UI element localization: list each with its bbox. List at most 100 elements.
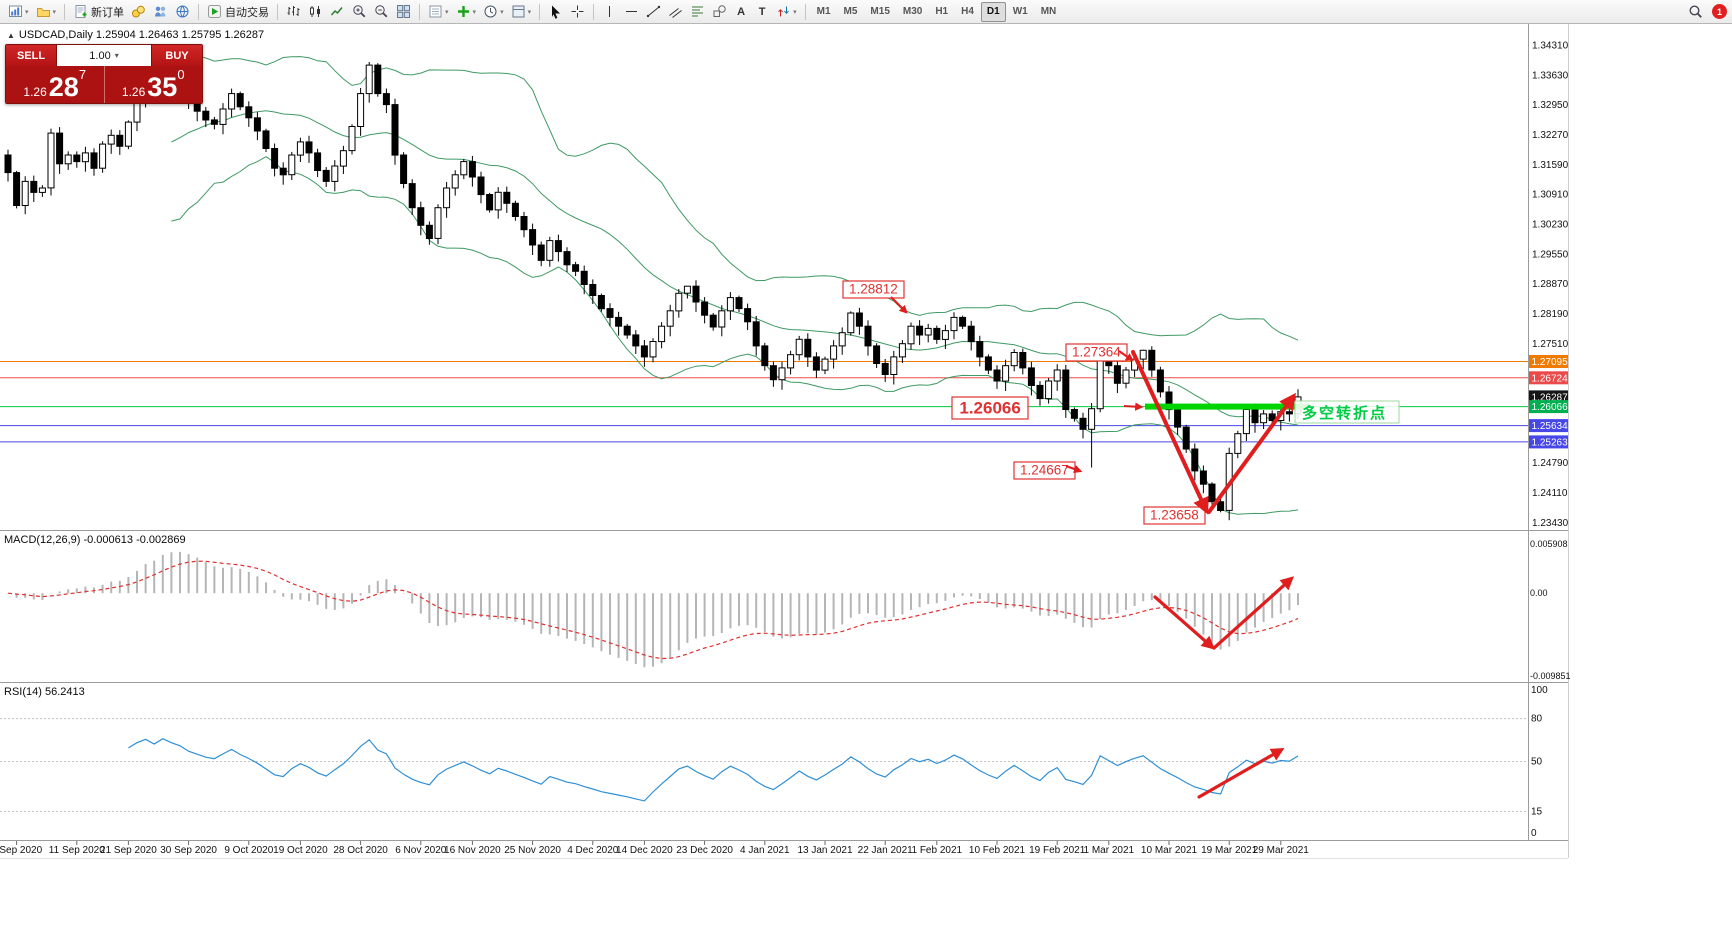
candles <box>4 61 1302 521</box>
svg-text:多空转折点: 多空转折点 <box>1302 404 1387 422</box>
candlestick-icon[interactable] <box>305 2 326 22</box>
collapse-arrow-icon[interactable]: ▲ <box>7 31 15 40</box>
ohlc-text: USDCAD,Daily 1.25904 1.26463 1.25795 1.2… <box>18 29 265 41</box>
date-label: 23 Dec 2020 <box>676 845 733 856</box>
buy-price[interactable]: 1.26 35 0 <box>105 66 203 103</box>
timeframe-m30[interactable]: M30 <box>902 6 923 17</box>
svg-text:1.25634: 1.25634 <box>1532 421 1569 432</box>
sell-price-sup: 7 <box>78 67 87 82</box>
trend-arrow[interactable] <box>1212 576 1295 650</box>
zoom-out-icon[interactable] <box>371 2 392 22</box>
svg-text:1.24790: 1.24790 <box>1532 458 1569 469</box>
svg-text:1.28190: 1.28190 <box>1532 309 1569 320</box>
shapes-icon[interactable] <box>709 2 730 22</box>
svg-text:1.29550: 1.29550 <box>1532 249 1569 260</box>
price-flags: 1.28812 1.27364 1.26066 1.24667 1.23658 <box>842 280 1206 525</box>
sell-price[interactable]: 1.26 28 7 <box>6 66 104 103</box>
templates-icon[interactable]: ▾ <box>508 2 535 22</box>
indicators-icon[interactable]: ▾ <box>453 2 480 22</box>
horizontal-line-icon[interactable] <box>621 2 642 22</box>
price-tag <box>1529 355 1568 368</box>
arrows-objects-icon[interactable]: ▾ <box>773 2 800 22</box>
web-terminal-icon[interactable] <box>172 2 193 22</box>
price-flag[interactable]: 1.28812 <box>842 280 908 314</box>
vertical-line-icon[interactable] <box>599 2 620 22</box>
svg-text:1.32950: 1.32950 <box>1532 100 1569 111</box>
objects-list-icon[interactable]: ▾ <box>425 2 452 22</box>
date-label: 14 Dec 2020 <box>616 845 673 856</box>
timeframe-h4[interactable]: H4 <box>961 6 974 17</box>
algo-trading-button[interactable]: 自动交易 <box>204 2 272 22</box>
label-icon[interactable]: T <box>758 5 766 18</box>
period-clock-icon[interactable]: ▾ <box>480 2 507 22</box>
notifications-badge[interactable]: 1 <box>1712 4 1727 19</box>
timeframe-h1[interactable]: H1 <box>935 6 949 17</box>
timeframe-m5[interactable]: M5 <box>843 6 858 17</box>
svg-text:-0.009851: -0.009851 <box>1530 671 1571 681</box>
rsi-line <box>128 738 1299 802</box>
date-label: 19 Oct 2020 <box>273 845 328 856</box>
price-flag[interactable]: 1.26066 <box>951 396 1144 420</box>
svg-text:1.26287: 1.26287 <box>1532 392 1569 403</box>
timeframe-m15[interactable]: M15 <box>870 6 890 17</box>
bollinger-upper <box>171 55 1299 341</box>
volume-dropdown-icon[interactable]: ▾ <box>114 51 119 60</box>
price-flag[interactable]: 1.24667 <box>1013 461 1083 480</box>
svg-text:1.27510: 1.27510 <box>1532 339 1569 350</box>
trend-arrow[interactable] <box>1197 747 1285 799</box>
search-icon[interactable] <box>1685 2 1706 22</box>
price-tag <box>1529 371 1568 385</box>
pivot-zone-annotation[interactable]: 多空转折点 <box>1294 400 1400 424</box>
date-label: 11 Sep 2020 <box>49 845 105 856</box>
svg-text:0: 0 <box>1531 828 1537 839</box>
text-icon[interactable]: A <box>737 5 746 18</box>
bollinger-lower <box>171 156 1299 515</box>
price-flag[interactable]: 1.27364 <box>1065 343 1135 362</box>
price-flag[interactable]: 1.23658 <box>1143 506 1206 525</box>
bollinger-middle <box>171 110 1299 426</box>
svg-text:1.27364: 1.27364 <box>1072 345 1121 360</box>
timeframe-mn[interactable]: MN <box>1040 6 1057 17</box>
sell-button[interactable]: SELL <box>6 45 56 66</box>
date-label: 16 Nov 2020 <box>444 845 501 856</box>
trendline-icon[interactable] <box>643 2 664 22</box>
pivot-zone-bar[interactable] <box>1145 403 1310 410</box>
rsi-label: RSI(14) 56.2413 <box>4 686 85 698</box>
new-order-button[interactable]: 新订单 <box>70 2 127 22</box>
tile-windows-icon[interactable] <box>393 2 414 22</box>
volume-input[interactable]: 1.00 ▾ <box>56 45 152 66</box>
chart-profiles-icon[interactable]: ▾ <box>33 2 60 22</box>
deposit-coins-icon[interactable] <box>128 2 149 22</box>
community-icon[interactable] <box>150 2 171 22</box>
trend-arrow[interactable] <box>1153 595 1216 650</box>
svg-text:1.32270: 1.32270 <box>1532 130 1569 141</box>
date-label: 10 Mar 2021 <box>1141 845 1198 856</box>
price-tag <box>1529 400 1568 414</box>
channel-icon[interactable] <box>665 2 686 22</box>
date-label: 13 Jan 2021 <box>797 845 852 856</box>
timeframe-d1[interactable]: D1 <box>980 1 1006 22</box>
svg-text:50: 50 <box>1531 757 1543 768</box>
toolbar-separator <box>64 3 66 20</box>
timeframe-m1[interactable]: M1 <box>816 6 831 17</box>
timeframe-w1[interactable]: W1 <box>1012 6 1028 17</box>
buy-button[interactable]: BUY <box>152 45 202 66</box>
cursor-icon[interactable] <box>545 2 566 22</box>
zoom-in-icon[interactable] <box>349 2 370 22</box>
trade-panel-divider <box>103 66 105 103</box>
new-chart-icon[interactable]: ▾ <box>5 2 32 22</box>
svg-text:1.24110: 1.24110 <box>1532 488 1568 499</box>
toolbar-separator <box>539 3 541 20</box>
trend-arrow[interactable] <box>1207 392 1296 514</box>
date-label: 4 Dec 2020 <box>567 845 619 856</box>
line-chart-icon[interactable] <box>327 2 348 22</box>
trend-arrow[interactable] <box>1131 350 1209 515</box>
sell-price-big: 28 <box>48 72 79 102</box>
date-label: 1 Feb 2021 <box>911 845 962 856</box>
svg-text:1.23658: 1.23658 <box>1150 508 1199 523</box>
fibonacci-icon[interactable] <box>687 2 708 22</box>
one-click-trading-panel: SELL 1.00 ▾ BUY 1.26 28 7 1.26 35 0 <box>5 44 203 104</box>
crosshair-icon[interactable] <box>567 2 588 22</box>
bar-chart-icon[interactable] <box>283 2 304 22</box>
